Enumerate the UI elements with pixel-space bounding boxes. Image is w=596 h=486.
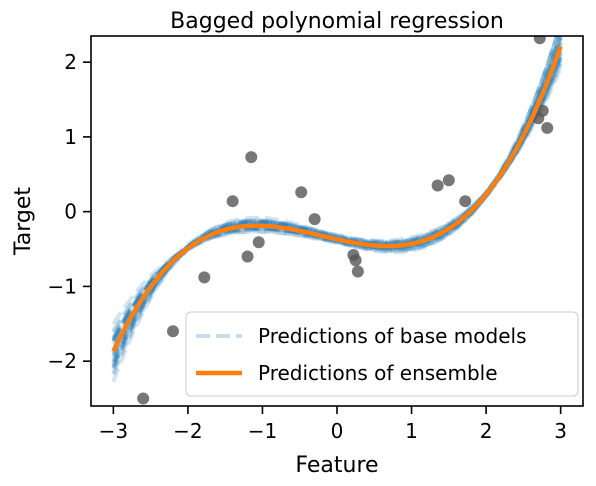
legend: Predictions of base models Predictions o… xyxy=(186,312,578,396)
base-model-line xyxy=(113,52,560,342)
data-point xyxy=(541,122,553,134)
x-axis-label: Feature xyxy=(295,453,378,478)
base-model-line xyxy=(113,44,560,344)
base-model-line xyxy=(113,57,560,340)
data-point xyxy=(534,32,546,44)
base-model-line xyxy=(113,24,560,362)
base-model-line xyxy=(113,38,560,358)
base-model-line xyxy=(113,56,560,349)
x-tick-label: −2 xyxy=(173,419,202,443)
legend-label-base-models: Predictions of base models xyxy=(258,324,527,348)
ensemble-line xyxy=(113,46,560,351)
base-model-line xyxy=(113,56,560,339)
y-axis-label: Target xyxy=(11,187,36,256)
data-point xyxy=(137,393,149,405)
x-tick-label: −1 xyxy=(248,419,277,443)
data-point xyxy=(245,151,257,163)
base-model-line xyxy=(113,59,560,341)
base-model-line xyxy=(113,53,560,350)
base-model-line xyxy=(113,58,560,337)
base-model-line xyxy=(113,63,560,324)
y-tick-label: −1 xyxy=(48,274,77,298)
data-point xyxy=(309,213,321,225)
x-tick-label: 2 xyxy=(480,419,493,443)
data-point xyxy=(227,195,239,207)
legend-label-ensemble: Predictions of ensemble xyxy=(258,361,498,385)
y-tick-label: −2 xyxy=(48,349,77,373)
base-model-line xyxy=(113,36,560,356)
chart-title: Bagged polynomial regression xyxy=(170,9,504,34)
data-point xyxy=(295,186,307,198)
base-model-line xyxy=(113,43,560,341)
base-model-line xyxy=(113,39,560,352)
y-tick-label: 2 xyxy=(64,50,77,74)
x-tick-label: −3 xyxy=(99,419,128,443)
data-point xyxy=(432,179,444,191)
base-model-line xyxy=(113,53,560,354)
x-tick-label: 3 xyxy=(554,419,567,443)
y-tick-label: 1 xyxy=(64,125,77,149)
base-model-line xyxy=(113,54,560,340)
data-point xyxy=(242,251,254,263)
data-point xyxy=(443,174,455,186)
base-model-line xyxy=(113,68,560,332)
data-point xyxy=(350,254,362,266)
data-point xyxy=(198,271,210,283)
data-point xyxy=(167,325,179,337)
ensemble-line-group xyxy=(113,46,560,351)
x-tick-label: 0 xyxy=(331,419,344,443)
base-model-line xyxy=(113,64,560,340)
base-model-line xyxy=(113,43,560,356)
x-tick-label: 1 xyxy=(405,419,418,443)
base-model-line xyxy=(113,60,560,332)
data-point xyxy=(352,265,364,277)
data-point xyxy=(459,195,471,207)
y-tick-label: 0 xyxy=(64,200,77,224)
data-point xyxy=(253,236,265,248)
